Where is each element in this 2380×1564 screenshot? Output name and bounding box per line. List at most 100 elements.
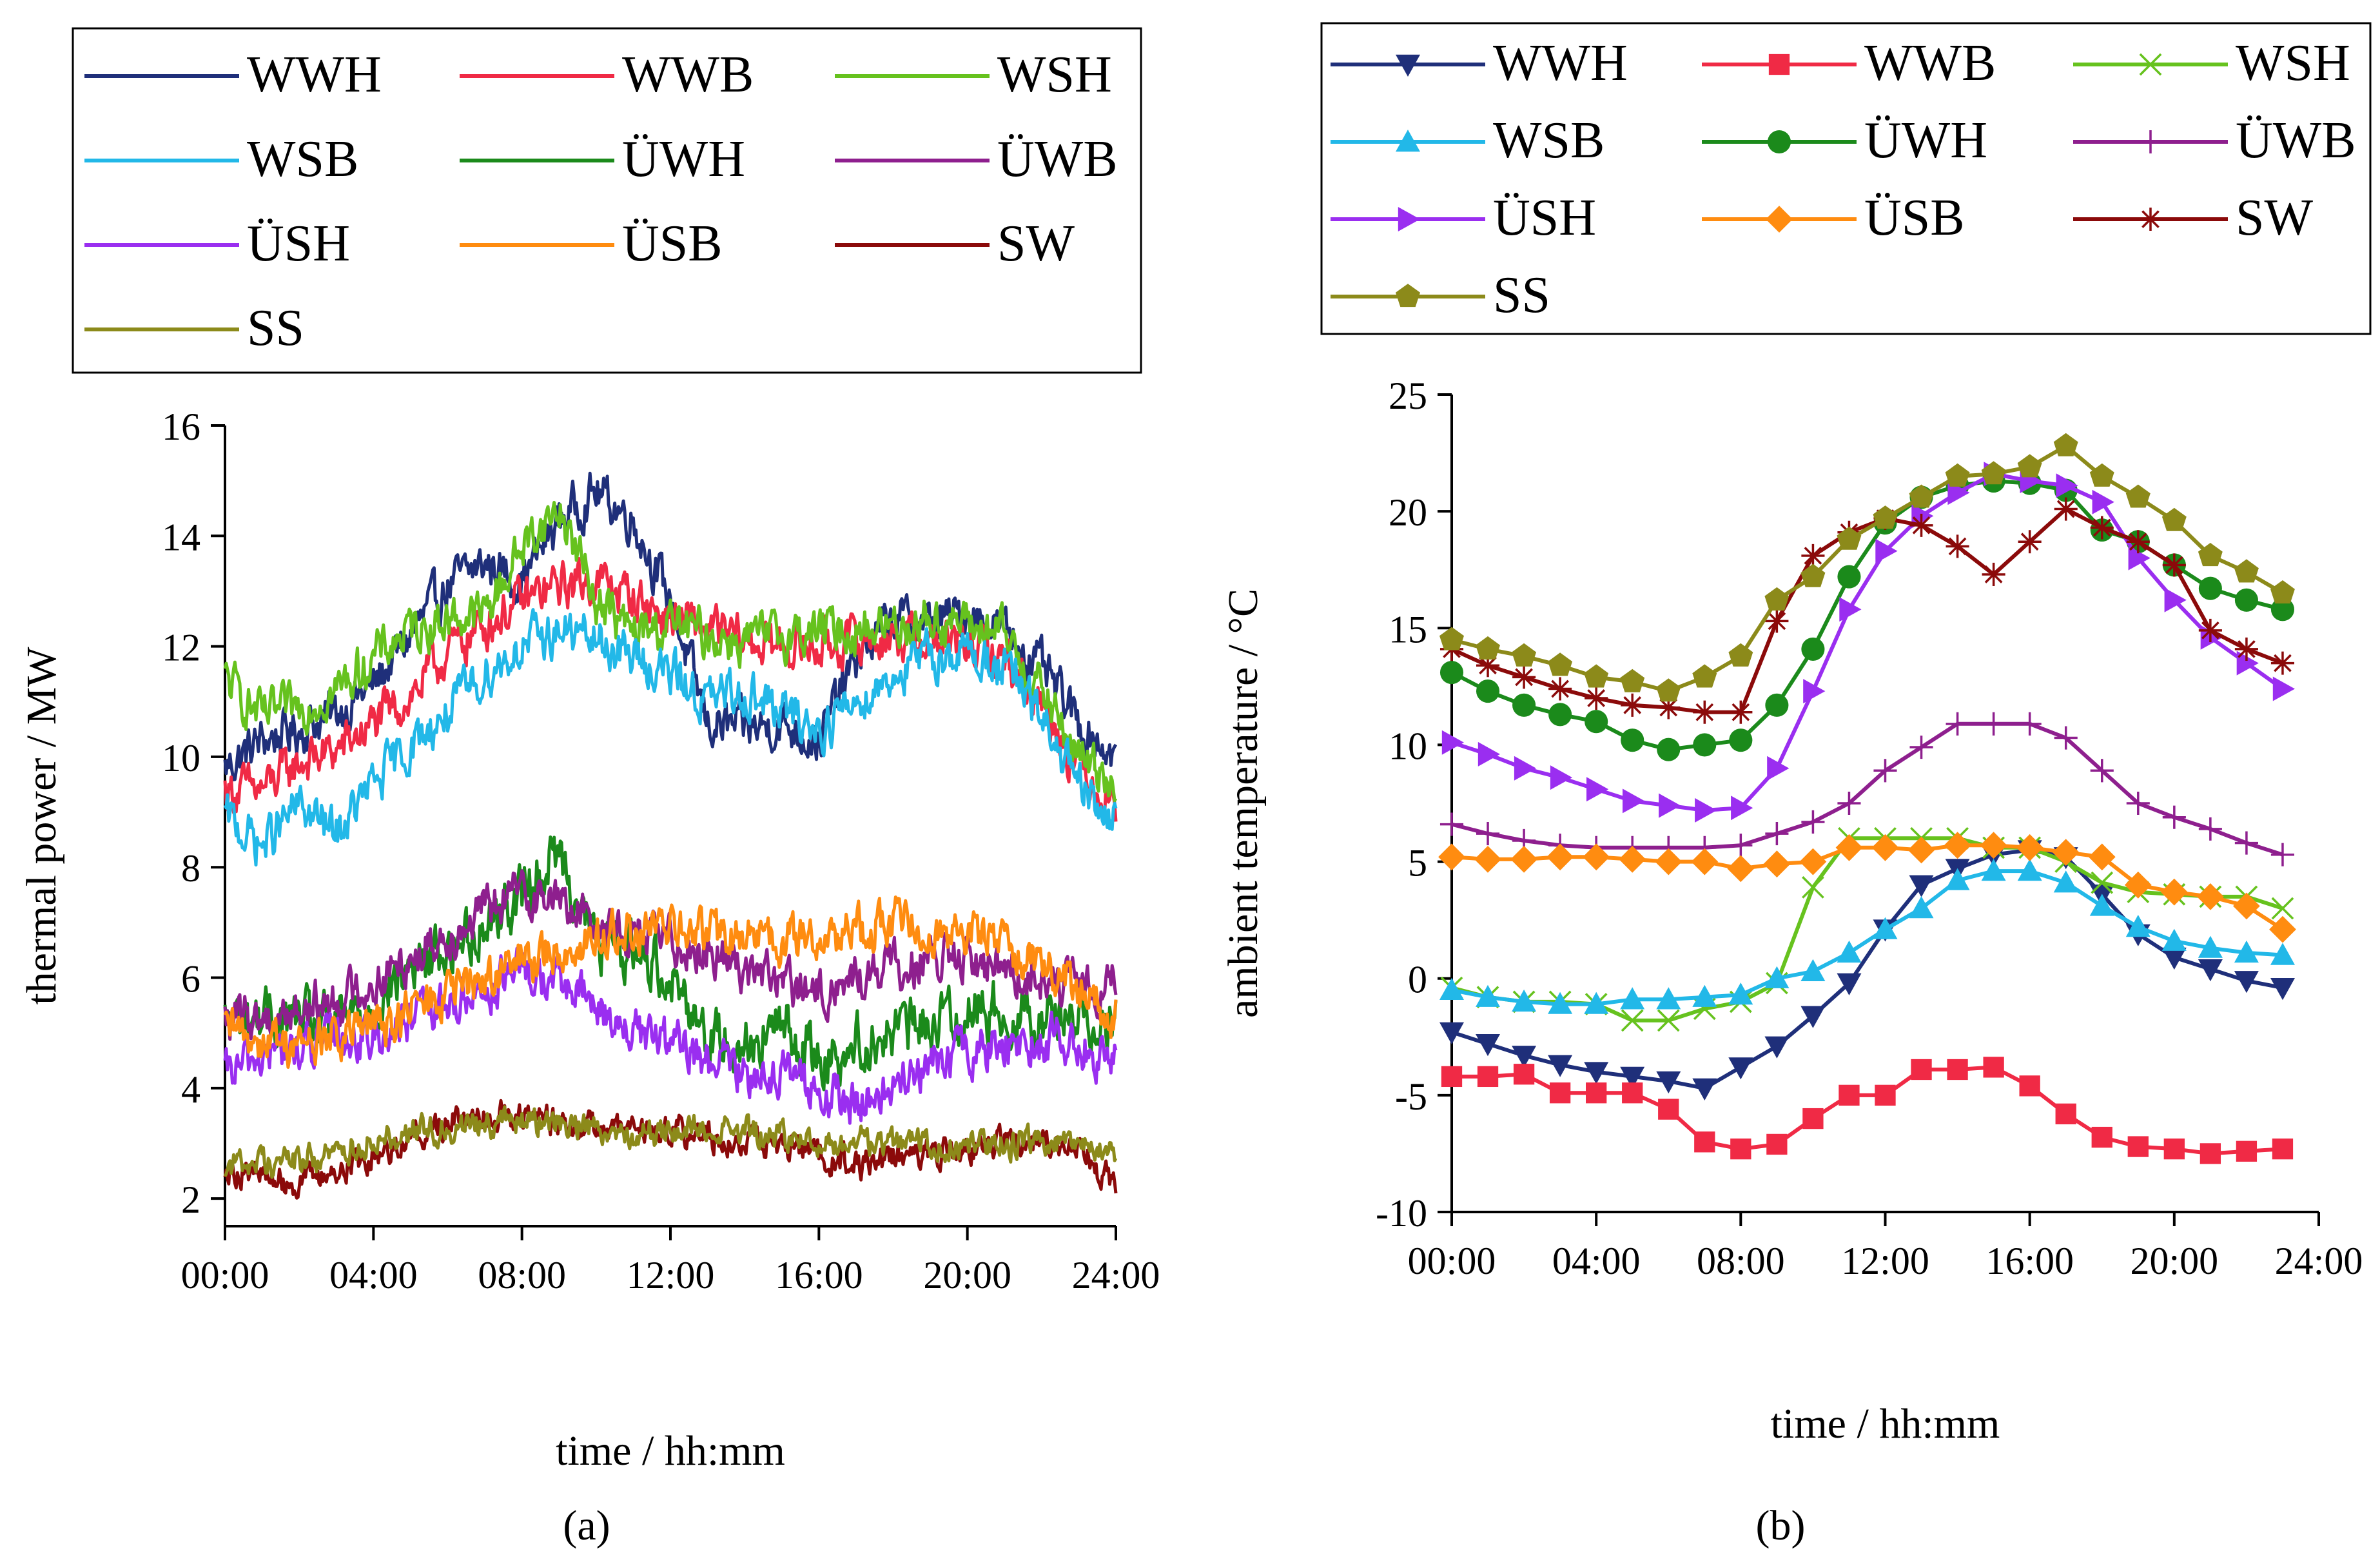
marker-shape bbox=[1983, 1057, 2004, 1078]
data-point bbox=[1909, 484, 1934, 508]
data-point bbox=[1512, 665, 1536, 689]
marker-shape bbox=[2163, 1139, 2185, 1160]
marker-shape bbox=[1439, 627, 1464, 650]
data-point bbox=[1623, 788, 1645, 814]
marker-shape bbox=[1550, 765, 1573, 790]
data-point bbox=[2053, 870, 2078, 893]
data-point bbox=[1657, 738, 1681, 761]
marker-shape bbox=[1695, 797, 1717, 823]
marker-shape bbox=[2054, 497, 2078, 521]
legend-item-ÜWH: ÜWH bbox=[1702, 112, 1987, 169]
x-axis-label: time / hh:mm bbox=[556, 1427, 785, 1474]
data-point bbox=[2234, 971, 2259, 993]
data-point bbox=[1945, 868, 1970, 890]
marker-shape bbox=[2090, 759, 2114, 783]
marker-shape bbox=[1946, 712, 1969, 736]
marker-shape bbox=[1476, 679, 1500, 703]
series-line bbox=[223, 1105, 1118, 1179]
marker-shape bbox=[2161, 507, 2187, 531]
y-tick-label: 20 bbox=[1389, 491, 1427, 534]
marker-shape bbox=[2233, 892, 2260, 920]
data-point bbox=[1622, 1082, 1643, 1104]
legend-marker bbox=[1396, 130, 1420, 152]
data-point bbox=[1621, 693, 1644, 717]
marker-shape bbox=[1657, 696, 1681, 719]
marker-shape bbox=[1909, 875, 1934, 897]
legend-label: SS bbox=[1493, 267, 1550, 324]
legend-item-WWB: WWB bbox=[460, 46, 754, 103]
marker-shape bbox=[1875, 1084, 1896, 1106]
data-point bbox=[2089, 463, 2114, 487]
x-tick-label: 00:00 bbox=[1408, 1240, 1496, 1282]
marker-shape bbox=[1692, 664, 1717, 688]
data-point bbox=[1476, 984, 1500, 1007]
marker-shape bbox=[1764, 587, 1790, 611]
data-point bbox=[2161, 507, 2187, 531]
data-point bbox=[1548, 1055, 1573, 1077]
data-point bbox=[2056, 473, 2078, 498]
series-group bbox=[1438, 433, 2296, 1164]
x-tick-label: 00:00 bbox=[181, 1254, 269, 1296]
marker-shape bbox=[2127, 1136, 2149, 1157]
data-point bbox=[1981, 859, 2006, 881]
data-point bbox=[1765, 822, 1789, 846]
marker-shape bbox=[2055, 1103, 2076, 1124]
legend-item-WSB: WSB bbox=[84, 131, 358, 188]
marker-shape bbox=[2162, 805, 2186, 829]
data-point bbox=[2236, 1140, 2258, 1162]
legend-frame bbox=[72, 27, 1142, 374]
marker-shape bbox=[1584, 1062, 1609, 1084]
data-point bbox=[1548, 652, 1573, 676]
data-point bbox=[1801, 637, 1825, 661]
marker-shape bbox=[2200, 1143, 2221, 1164]
legend-label: SW bbox=[2236, 190, 2313, 246]
marker-shape bbox=[1548, 677, 1572, 701]
data-point bbox=[1512, 989, 1537, 1012]
marker-shape bbox=[1693, 700, 1717, 724]
marker-shape bbox=[1873, 759, 1897, 783]
series-line bbox=[1451, 869, 2283, 1006]
data-point bbox=[1477, 1066, 1499, 1088]
data-point bbox=[2271, 897, 2294, 920]
marker-shape bbox=[1946, 534, 1969, 558]
data-point bbox=[1766, 1133, 1788, 1155]
data-point bbox=[1873, 505, 1898, 529]
data-point bbox=[1767, 756, 1790, 781]
marker-shape bbox=[1765, 609, 1789, 633]
marker-shape bbox=[1728, 982, 1753, 1005]
data-point bbox=[1548, 677, 1572, 701]
data-point bbox=[2016, 834, 2043, 861]
marker-shape bbox=[1620, 1066, 1645, 1089]
data-point bbox=[1731, 796, 1753, 821]
data-point bbox=[2089, 894, 2114, 916]
marker-shape bbox=[1476, 1034, 1500, 1057]
marker-shape bbox=[1512, 643, 1537, 667]
marker-shape bbox=[1622, 1082, 1643, 1104]
data-point bbox=[2233, 892, 2260, 920]
data-point bbox=[1694, 1131, 1715, 1153]
series-WSB bbox=[223, 608, 1118, 867]
marker-shape bbox=[1476, 654, 1500, 678]
marker-shape bbox=[1586, 1082, 1607, 1104]
y-tick-label: 6 bbox=[181, 958, 200, 1001]
data-point bbox=[1656, 1071, 1681, 1094]
data-point bbox=[1800, 1006, 1826, 1028]
legend-item-WSH: WSH bbox=[2073, 35, 2350, 92]
data-point bbox=[1839, 597, 1862, 622]
data-point bbox=[1728, 643, 1753, 667]
legend-label: SW bbox=[997, 215, 1075, 272]
marker-shape bbox=[1730, 1139, 1751, 1160]
data-point bbox=[2090, 516, 2114, 540]
marker-shape bbox=[1659, 793, 1681, 818]
marker-shape bbox=[2198, 817, 2222, 841]
legend-item-ÜSH: ÜSH bbox=[1331, 190, 1596, 246]
marker-shape bbox=[1803, 679, 1826, 704]
data-point bbox=[2018, 712, 2042, 736]
data-point bbox=[2017, 859, 2042, 881]
data-point bbox=[1728, 982, 1753, 1005]
marker-shape bbox=[1548, 992, 1573, 1014]
data-point bbox=[1512, 1046, 1537, 1068]
legend-label: ÜSB bbox=[622, 215, 723, 272]
data-point bbox=[2198, 935, 2223, 958]
series-line bbox=[223, 500, 1118, 803]
